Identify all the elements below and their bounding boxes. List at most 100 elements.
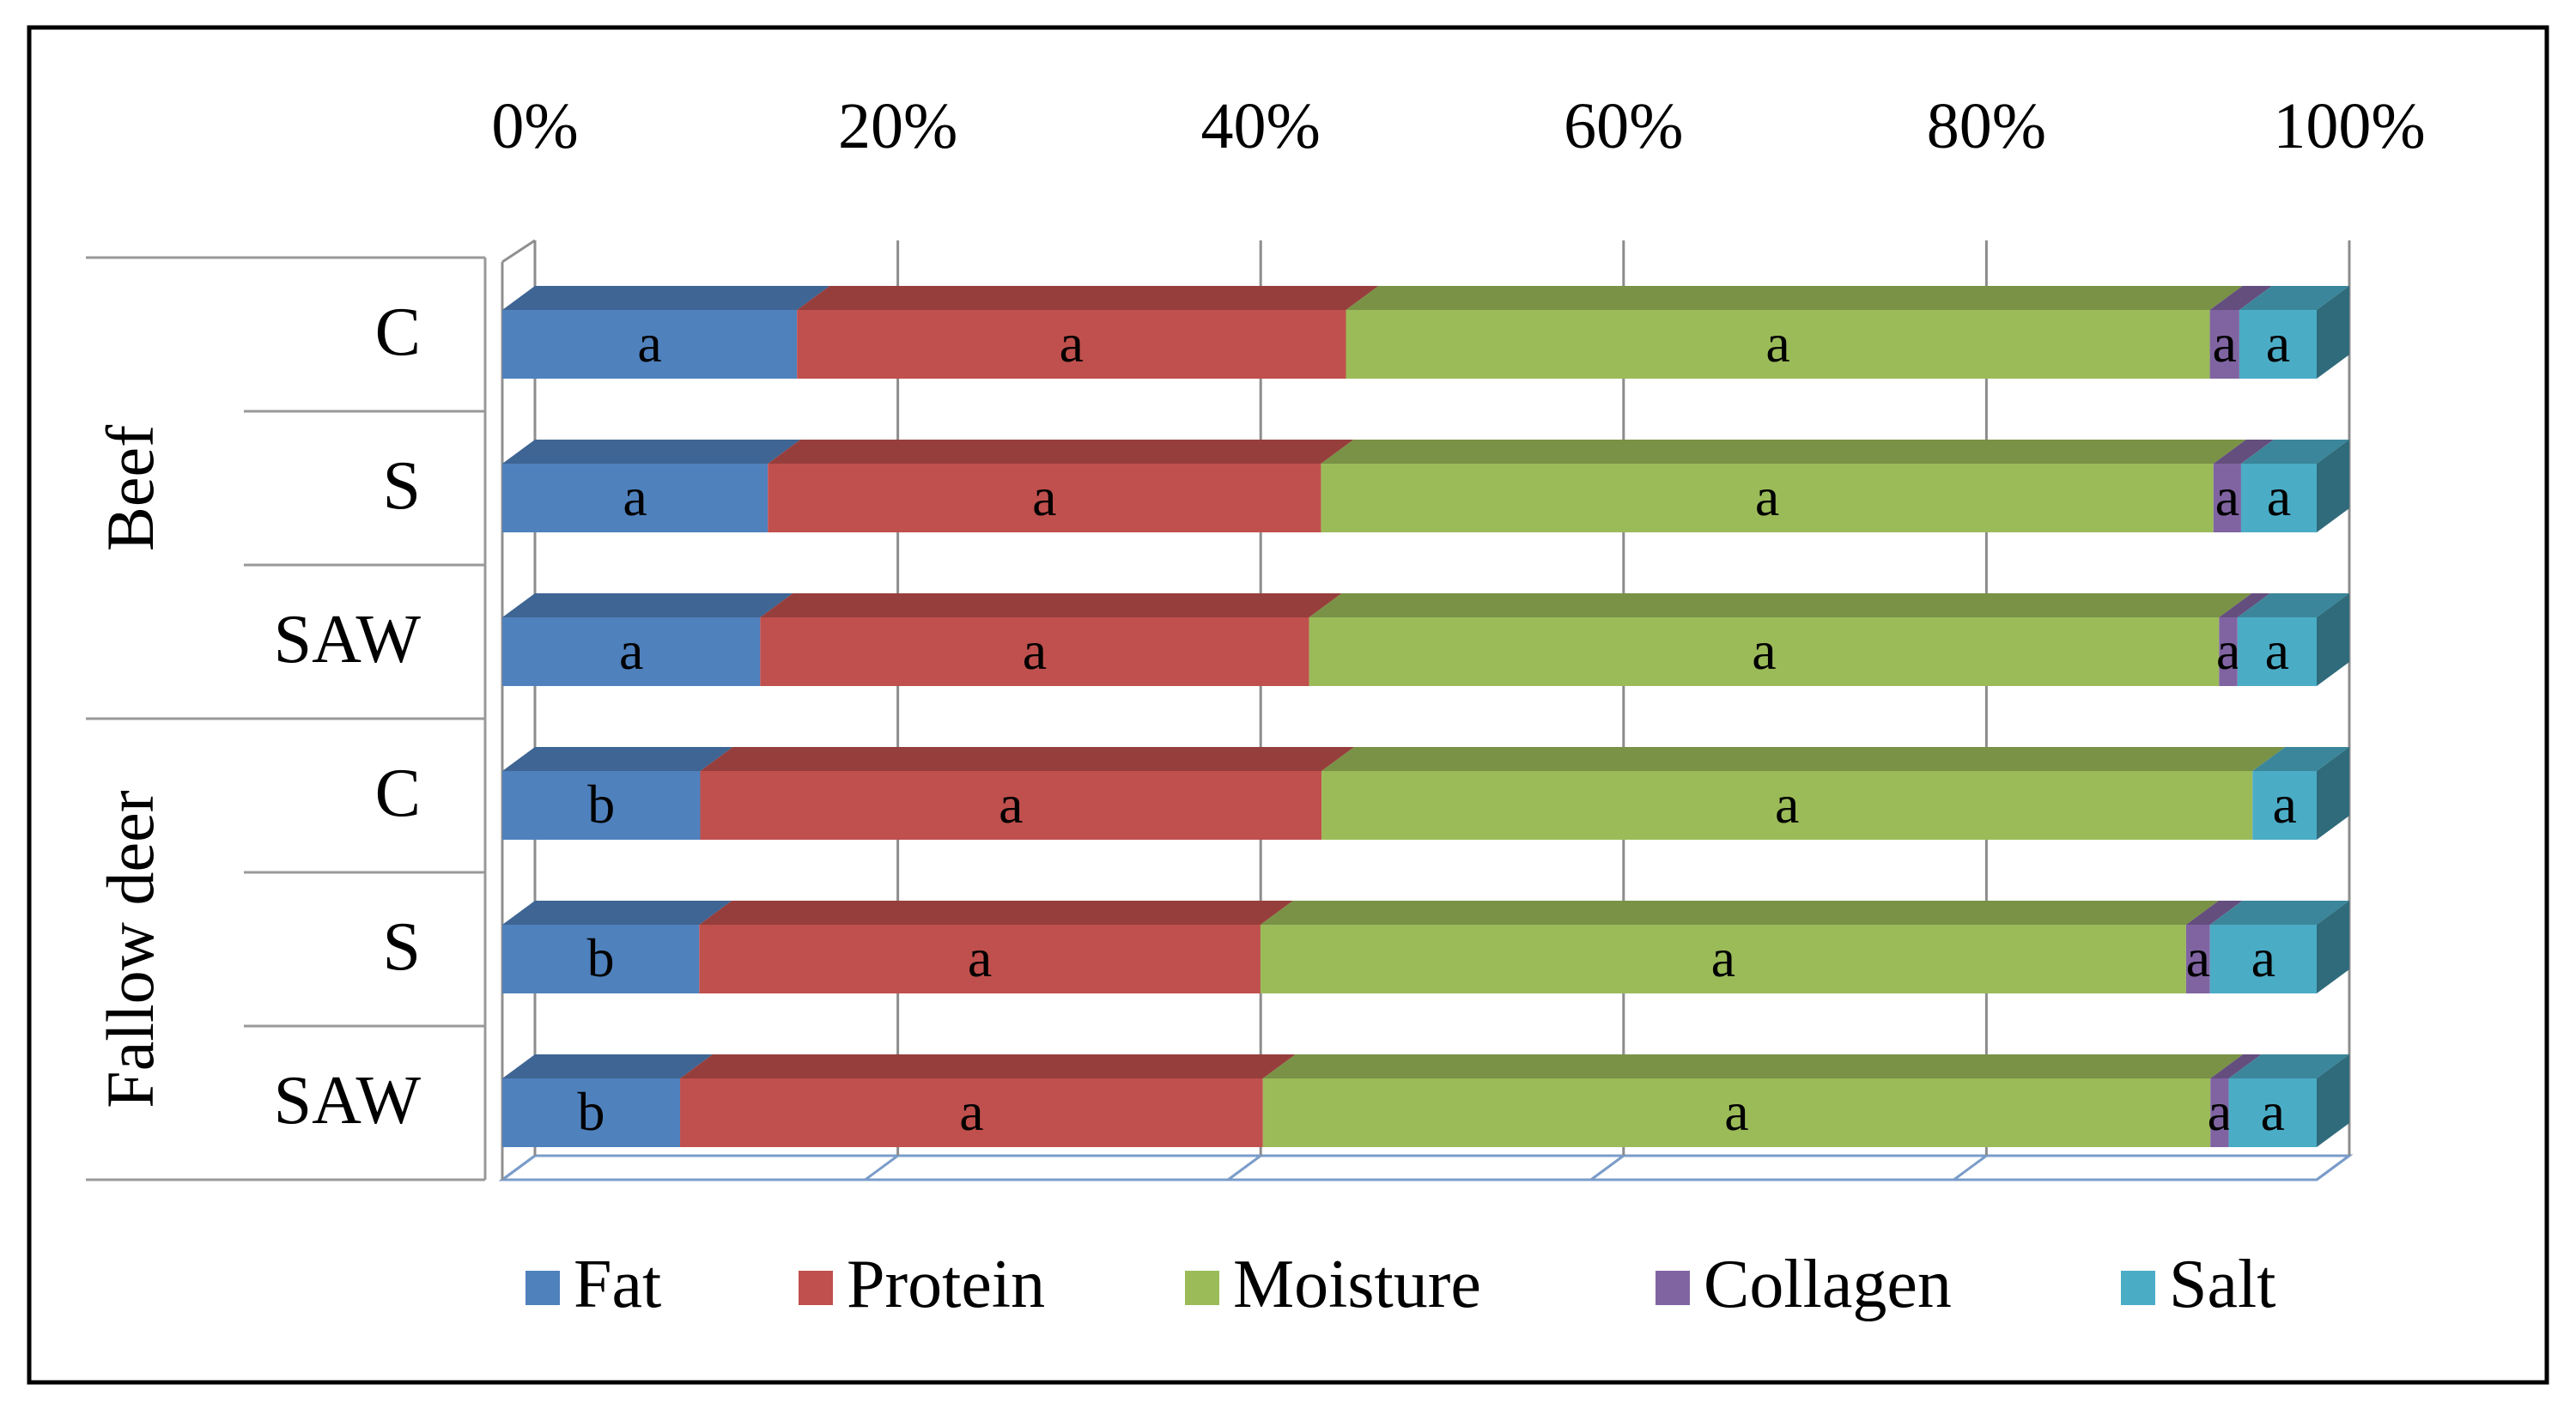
bar-top-fat xyxy=(502,593,793,617)
significance-label: b xyxy=(578,1081,605,1142)
bar-protein xyxy=(680,1078,1263,1147)
significance-label: a xyxy=(2186,927,2210,988)
bar-fat xyxy=(502,771,701,840)
bar-top-salt xyxy=(2240,440,2349,464)
bar-protein xyxy=(760,617,1309,686)
bar-side-salt xyxy=(2317,440,2349,532)
group-label: Fallow deer xyxy=(93,790,167,1108)
bar-moisture xyxy=(1321,771,2253,840)
category-label: SAW xyxy=(274,602,422,677)
legend-label: Protein xyxy=(847,1247,1045,1322)
significance-label: a xyxy=(2265,620,2289,681)
bar-top-salt xyxy=(2237,593,2349,617)
bar-protein xyxy=(700,771,1322,840)
bar-moisture xyxy=(1260,925,2186,993)
bar-protein xyxy=(768,464,1321,532)
bar-moisture xyxy=(1309,617,2220,686)
x-tick-label: 80% xyxy=(1927,90,2046,162)
x-tick-label: 60% xyxy=(1564,90,1683,162)
significance-label: a xyxy=(623,466,647,527)
bar-protein xyxy=(699,925,1261,993)
significance-label: a xyxy=(959,1081,983,1142)
bar-top-salt xyxy=(2252,747,2349,771)
bar-top-salt xyxy=(2239,286,2349,310)
legend-swatch-moisture xyxy=(1185,1271,1219,1305)
significance-label: a xyxy=(1752,620,1776,681)
significance-label: a xyxy=(2216,620,2240,681)
bar-side-salt xyxy=(2317,901,2349,993)
significance-label: b xyxy=(587,774,615,835)
legend-swatch-protein xyxy=(799,1271,833,1305)
bar-fat xyxy=(502,617,761,686)
legend-label: Moisture xyxy=(1233,1247,1481,1322)
bar-top-protein xyxy=(699,901,1293,925)
bar-top-protein xyxy=(760,593,1342,617)
bar-collagen xyxy=(2219,617,2238,686)
bar-top-collagen xyxy=(2210,1054,2262,1078)
significance-label: a xyxy=(1755,466,1779,527)
plot-floor xyxy=(498,1154,2354,1181)
significance-label: a xyxy=(2213,313,2237,373)
bar-salt xyxy=(2240,464,2317,532)
x-tick-label: 0% xyxy=(491,90,578,162)
bar-top-salt xyxy=(2209,901,2349,925)
legend-label: Collagen xyxy=(1704,1247,1952,1322)
floor-gridline-80 xyxy=(1953,1154,1988,1181)
significance-label: b xyxy=(587,927,615,988)
legend-swatch-fat xyxy=(526,1271,560,1305)
bar-top-moisture xyxy=(1260,901,2219,925)
significance-label: a xyxy=(2215,466,2239,527)
bar-top-fat xyxy=(502,286,830,310)
bar-top-collagen xyxy=(2185,901,2243,925)
significance-label: a xyxy=(637,313,661,373)
significance-label: a xyxy=(2261,1081,2285,1142)
significance-label: a xyxy=(1765,313,1789,373)
bar-collagen xyxy=(2210,1078,2229,1147)
legend-swatch-salt xyxy=(2121,1271,2155,1305)
significance-label: a xyxy=(968,927,992,988)
bar-collagen xyxy=(2185,925,2210,993)
bar-collagen xyxy=(2213,464,2241,532)
x-tick-label: 100% xyxy=(2273,90,2425,162)
bar-salt xyxy=(2228,1078,2317,1147)
significance-label: a xyxy=(1023,620,1047,681)
significance-label: a xyxy=(2208,1081,2232,1142)
bar-fat xyxy=(502,310,798,379)
bar-top-collagen xyxy=(2209,286,2272,310)
bar-top-salt xyxy=(2228,1054,2349,1078)
bar-fat xyxy=(502,464,769,532)
group-label: Beef xyxy=(93,425,167,551)
floor-gridline-100 xyxy=(2316,1154,2350,1181)
floor-gridline-40 xyxy=(1227,1154,1262,1181)
bar-top-fat xyxy=(502,747,733,771)
significance-label: a xyxy=(1711,927,1735,988)
significance-label: a xyxy=(1060,313,1084,373)
outer-frame xyxy=(27,25,2549,1385)
floor-gridline-0 xyxy=(501,1154,536,1181)
significance-label: a xyxy=(2266,313,2290,373)
x-tick-label: 20% xyxy=(838,90,957,162)
bar-fat xyxy=(502,1078,681,1147)
bar-side-salt xyxy=(2317,1054,2349,1147)
legend-label: Fat xyxy=(574,1247,661,1322)
bar-side-salt xyxy=(2317,747,2349,840)
bar-moisture xyxy=(1321,464,2214,532)
significance-label: a xyxy=(2251,927,2275,988)
bar-side-salt xyxy=(2317,593,2349,686)
significance-label: a xyxy=(1724,1081,1748,1142)
category-label: C xyxy=(375,756,421,831)
significance-label: a xyxy=(1032,466,1056,527)
floor-gridline-20 xyxy=(864,1154,899,1181)
bar-top-moisture xyxy=(1321,747,2286,771)
category-label: C xyxy=(375,295,421,370)
bar-top-collagen xyxy=(2213,440,2274,464)
bar-top-protein xyxy=(680,1054,1296,1078)
significance-label: a xyxy=(1775,774,1799,835)
category-label: SAW xyxy=(274,1063,422,1139)
bar-salt xyxy=(2209,925,2317,993)
legend-label: Salt xyxy=(2169,1247,2275,1322)
bar-moisture xyxy=(1262,1078,2211,1147)
bar-top-moisture xyxy=(1346,286,2243,310)
